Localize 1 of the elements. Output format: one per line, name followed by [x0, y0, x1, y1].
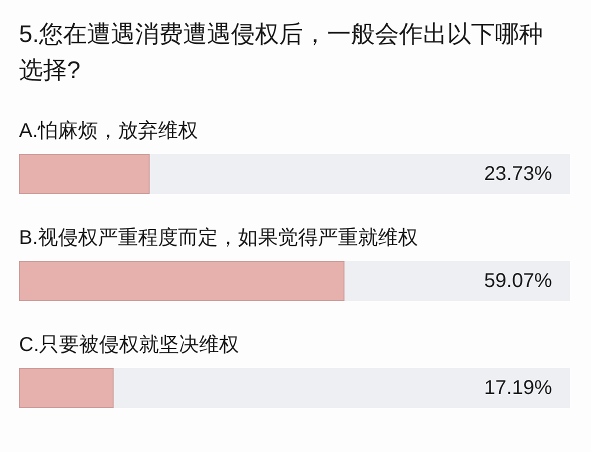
title: 5.您在遭遇消费遭遇侵权后，一般会作出以下哪种选择?: [19, 21, 544, 84]
